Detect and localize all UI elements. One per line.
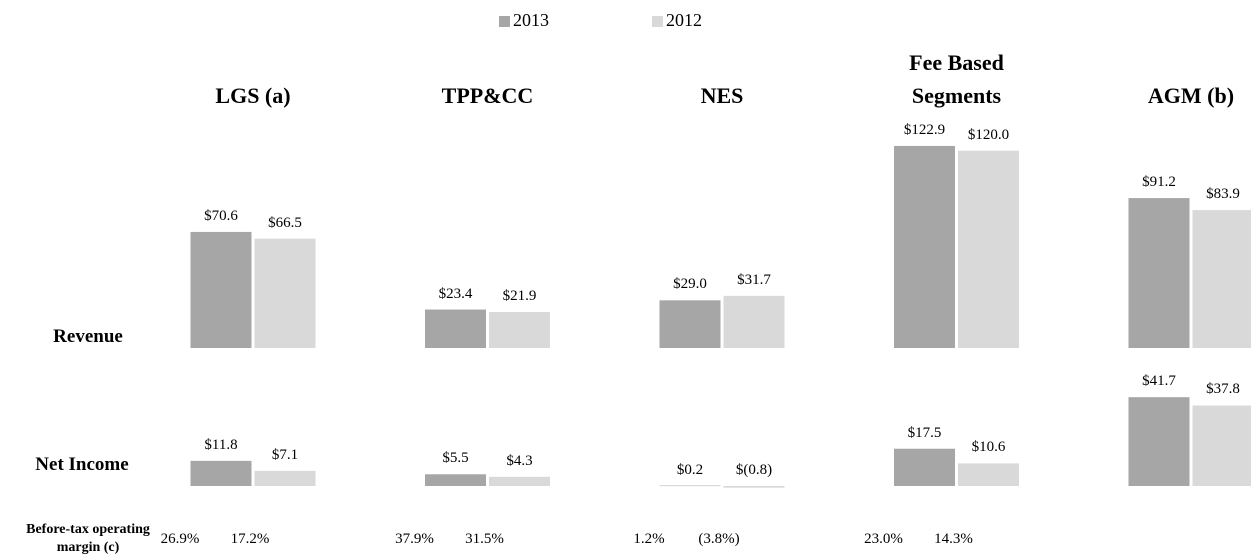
bar: [1128, 198, 1190, 348]
legend-label: 2013: [513, 10, 549, 30]
value-label: $91.2: [1142, 174, 1176, 191]
value-label: $11.8: [204, 436, 238, 453]
bar: [659, 485, 721, 487]
category-label: TPP&CC: [441, 83, 534, 108]
value-label: $7.1: [271, 446, 299, 463]
bar: [425, 474, 486, 486]
value-label: $10.6: [971, 439, 1006, 456]
bar: [489, 476, 550, 486]
bar: [723, 295, 785, 348]
value-label: $4.3: [506, 452, 533, 469]
value-label: $5.5: [442, 450, 469, 467]
value-label: $23.4: [438, 285, 473, 302]
value-label: $41.7: [1142, 373, 1176, 390]
category-label: Fee Based Segments: [909, 50, 1004, 108]
margin-label: 17.2%: [230, 531, 270, 547]
category-label: LGS (a): [215, 83, 291, 108]
bar: [958, 150, 1019, 348]
margin-label: (3.8%): [698, 531, 740, 547]
value-label: $0.2: [676, 461, 704, 478]
value-label: $120.0: [967, 126, 1010, 143]
bar: [425, 309, 486, 348]
legend-label: 2012: [666, 10, 702, 30]
bar: [1192, 210, 1251, 348]
row-label: Before-tax operating margin (c): [26, 522, 150, 555]
legend-swatch: [499, 16, 510, 27]
row-label: Net Income: [35, 454, 129, 475]
value-label: $29.0: [673, 276, 707, 293]
value-label: $122.9: [903, 121, 946, 138]
bar: [254, 470, 316, 486]
bar: [1128, 397, 1190, 486]
value-label: $37.8: [1206, 381, 1240, 398]
bar: [190, 460, 252, 486]
bar: [894, 145, 955, 348]
bar: [254, 238, 316, 348]
margin-label: 31.5%: [465, 531, 504, 547]
value-label: $83.9: [1206, 186, 1240, 203]
bar: [723, 486, 785, 488]
value-label: $21.9: [502, 287, 537, 304]
bar: [958, 463, 1019, 486]
bar: [1192, 405, 1251, 486]
margin-label: 26.9%: [160, 531, 200, 547]
margin-label: 14.3%: [934, 531, 973, 547]
bar: [190, 231, 252, 348]
bar: [894, 448, 955, 486]
value-label: $66.5: [268, 214, 302, 231]
legend-swatch: [652, 16, 663, 27]
category-label: AGM (b): [1147, 83, 1235, 108]
bar: [659, 300, 721, 348]
margin-label: 37.9%: [395, 531, 434, 547]
margin-label: 23.0%: [864, 531, 903, 547]
category-label: NES: [700, 83, 744, 108]
bar: [489, 311, 550, 348]
value-label: $31.7: [737, 271, 771, 288]
value-label: $17.5: [907, 424, 942, 441]
margin-label: 1.2%: [633, 531, 665, 547]
value-label: $70.6: [204, 207, 238, 224]
row-label: Revenue: [53, 326, 123, 347]
value-label: $(0.8): [735, 462, 773, 478]
